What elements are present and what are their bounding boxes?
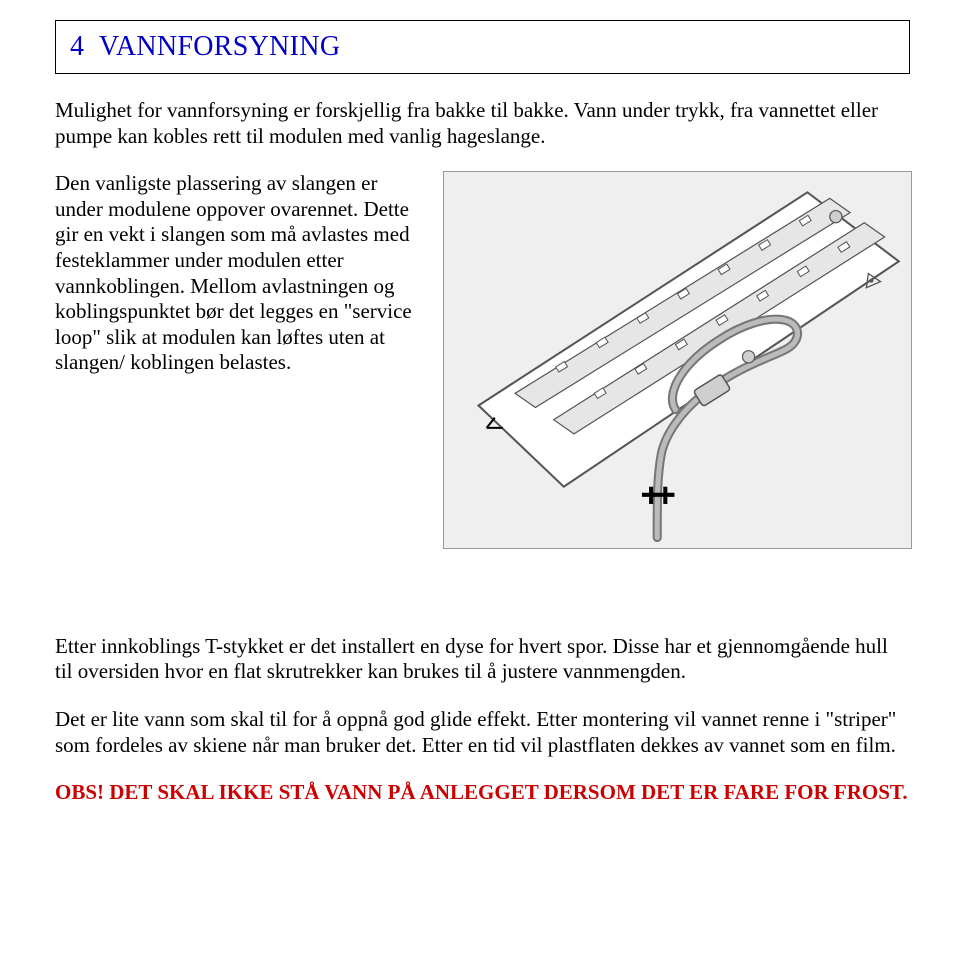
two-column-row: Den vanligste plassering av slangen er u… [55, 171, 910, 554]
section-heading-box: 4 VANNFORSYNING [55, 20, 910, 74]
page: 4 VANNFORSYNING Mulighet for vannforsyni… [0, 0, 960, 846]
left-text-column: Den vanligste plassering av slangen er u… [55, 171, 425, 376]
illustration-column [443, 171, 910, 554]
left-block-paragraph: Den vanligste plassering av slangen er u… [55, 171, 425, 376]
section-number: 4 [70, 31, 84, 62]
paragraph-after-2: Det er lite vann som skal til for å oppn… [55, 707, 910, 758]
paragraph-after-1: Etter innkoblings T-stykket er det insta… [55, 634, 910, 685]
intro-paragraph: Mulighet for vannforsyning er forskjelli… [55, 98, 910, 149]
section-title: VANNFORSYNING [99, 31, 340, 62]
module-illustration [443, 171, 912, 549]
section-heading: 4 VANNFORSYNING [70, 31, 340, 62]
obs-warning: OBS! DET SKAL IKKE STÅ VANN PÅ ANLEGGET … [55, 780, 910, 806]
